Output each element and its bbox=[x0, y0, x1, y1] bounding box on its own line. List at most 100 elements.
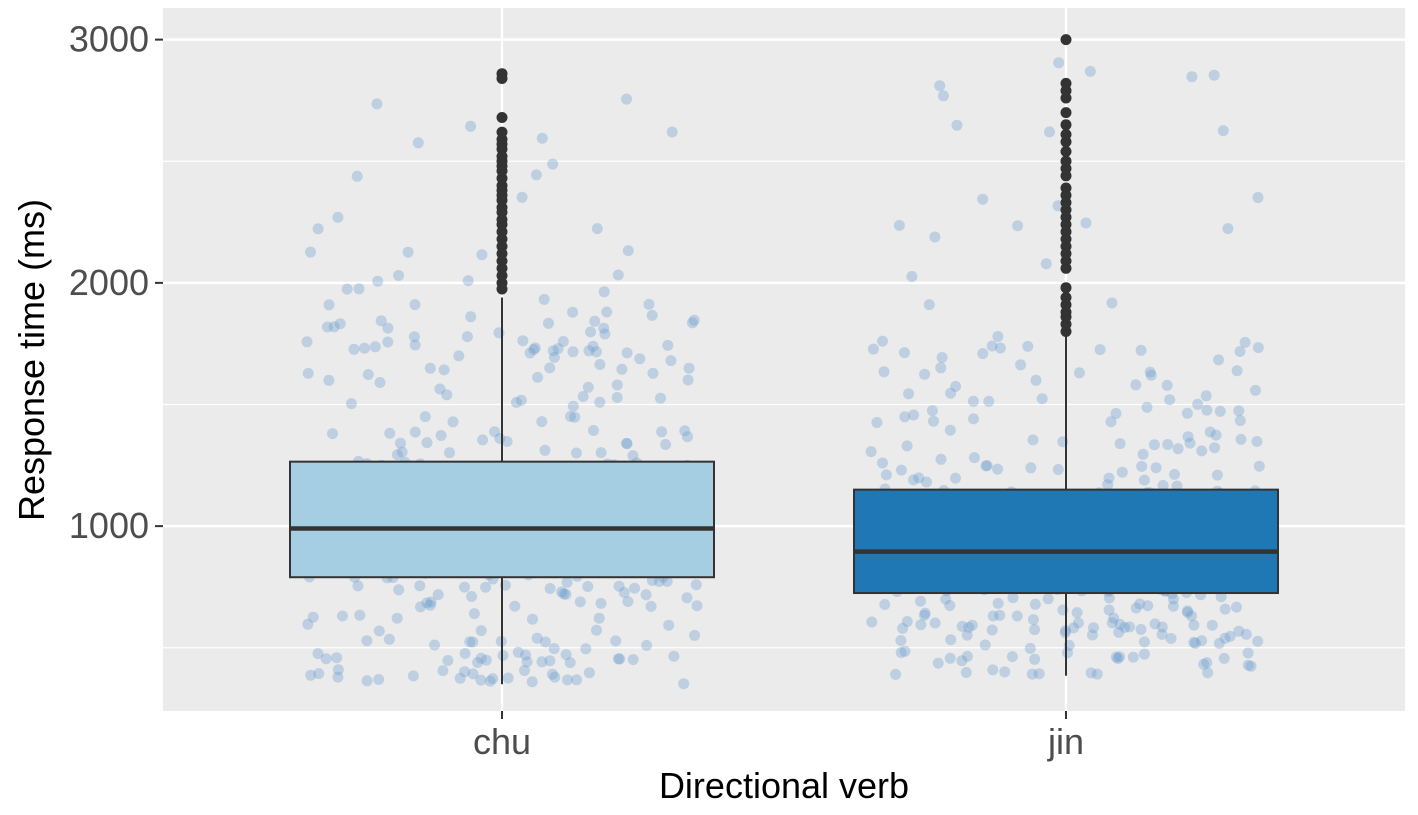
jitter-point bbox=[544, 655, 556, 667]
jitter-point bbox=[987, 664, 999, 676]
jitter-point bbox=[1240, 628, 1252, 640]
jitter-point bbox=[1245, 660, 1257, 672]
jitter-point bbox=[484, 675, 496, 687]
jitter-point bbox=[1040, 258, 1052, 270]
jitter-point bbox=[956, 655, 968, 667]
jitter-point bbox=[944, 600, 956, 611]
jitter-point bbox=[867, 343, 879, 355]
jitter-point bbox=[375, 315, 387, 327]
jitter-point bbox=[901, 440, 913, 452]
jitter-point bbox=[598, 322, 610, 334]
x-tick-label: jin bbox=[1047, 721, 1084, 762]
jitter-point bbox=[1196, 635, 1208, 647]
jitter-point bbox=[977, 348, 989, 360]
jitter-point bbox=[1222, 223, 1234, 235]
jitter-point bbox=[556, 586, 568, 598]
jitter-point bbox=[906, 271, 918, 282]
jitter-point bbox=[614, 653, 626, 665]
jitter-point bbox=[466, 591, 478, 602]
outlier-point bbox=[1060, 182, 1072, 194]
jitter-point bbox=[302, 618, 314, 630]
jitter-point bbox=[1114, 651, 1125, 663]
jitter-point bbox=[992, 463, 1004, 475]
jitter-point bbox=[1011, 610, 1023, 622]
jitter-point bbox=[1137, 448, 1149, 460]
jitter-point bbox=[544, 583, 556, 594]
jitter-point bbox=[591, 223, 603, 235]
jitter-point bbox=[438, 364, 450, 376]
jitter-point bbox=[961, 650, 973, 662]
jitter-point bbox=[1108, 612, 1120, 624]
jitter-point bbox=[621, 347, 633, 359]
jitter-point bbox=[983, 395, 995, 407]
jitter-point bbox=[526, 676, 538, 688]
jitter-point bbox=[320, 653, 332, 665]
jitter-point bbox=[1091, 668, 1103, 680]
jitter-point bbox=[1181, 407, 1193, 419]
jitter-point bbox=[512, 646, 524, 658]
jitter-point bbox=[1161, 379, 1173, 391]
jitter-point bbox=[918, 609, 930, 621]
outlier-point bbox=[496, 112, 508, 123]
jitter-point bbox=[407, 670, 419, 682]
jitter-point bbox=[913, 472, 925, 484]
jitter-point bbox=[475, 674, 487, 686]
jitter-point bbox=[968, 452, 980, 464]
jitter-point bbox=[1184, 437, 1196, 449]
jitter-point bbox=[459, 648, 471, 659]
jitter-point bbox=[434, 383, 446, 395]
jitter-point bbox=[362, 369, 374, 380]
jitter-point bbox=[372, 275, 384, 287]
jitter-point bbox=[313, 668, 325, 680]
jitter-point bbox=[1233, 625, 1245, 637]
jitter-point bbox=[618, 587, 630, 598]
jitter-point bbox=[1208, 69, 1220, 81]
jitter-point bbox=[312, 648, 324, 660]
jitter-point bbox=[1168, 593, 1179, 605]
jitter-point bbox=[529, 342, 541, 354]
jitter-point bbox=[348, 343, 360, 355]
jitter-point bbox=[424, 599, 436, 611]
jitter-point bbox=[524, 347, 536, 359]
jitter-point bbox=[583, 667, 595, 679]
outlier-point bbox=[496, 68, 508, 80]
jitter-point bbox=[1182, 606, 1194, 618]
jitter-point bbox=[475, 625, 487, 637]
jitter-point bbox=[345, 398, 357, 410]
jitter-point bbox=[570, 447, 582, 459]
jitter-point bbox=[1113, 626, 1125, 638]
jitter-point bbox=[454, 672, 466, 684]
jitter-point bbox=[940, 593, 952, 605]
jitter-point bbox=[960, 667, 972, 678]
jitter-point bbox=[1219, 603, 1231, 615]
jitter-point bbox=[1127, 651, 1139, 663]
jitter-point bbox=[678, 678, 690, 690]
jitter-point bbox=[1029, 624, 1041, 636]
jitter-point bbox=[323, 374, 335, 386]
jitter-point bbox=[668, 650, 680, 662]
jitter-point bbox=[921, 476, 932, 488]
jitter-point bbox=[393, 584, 405, 596]
jitter-point bbox=[987, 610, 999, 622]
jitter-point bbox=[599, 328, 611, 340]
jitter-point bbox=[1164, 394, 1176, 406]
jitter-point bbox=[950, 380, 962, 392]
jitter-point bbox=[932, 657, 944, 669]
jitter-point bbox=[999, 666, 1011, 678]
jitter-point bbox=[567, 400, 579, 412]
jitter-point bbox=[516, 191, 528, 203]
jitter-point bbox=[1156, 621, 1168, 633]
jitter-point bbox=[472, 657, 484, 668]
jitter-point bbox=[442, 655, 454, 666]
jitter-point bbox=[539, 636, 551, 648]
jitter-point bbox=[447, 416, 459, 428]
jitter-point bbox=[429, 639, 440, 651]
jitter-point bbox=[1026, 668, 1038, 680]
outlier-point bbox=[1060, 292, 1072, 303]
jitter-point bbox=[1206, 619, 1218, 631]
jitter-point bbox=[1062, 647, 1073, 659]
jitter-point bbox=[453, 350, 465, 362]
jitter-point bbox=[1080, 217, 1092, 229]
outlier-point bbox=[1060, 129, 1072, 140]
jitter-point bbox=[1112, 653, 1124, 664]
